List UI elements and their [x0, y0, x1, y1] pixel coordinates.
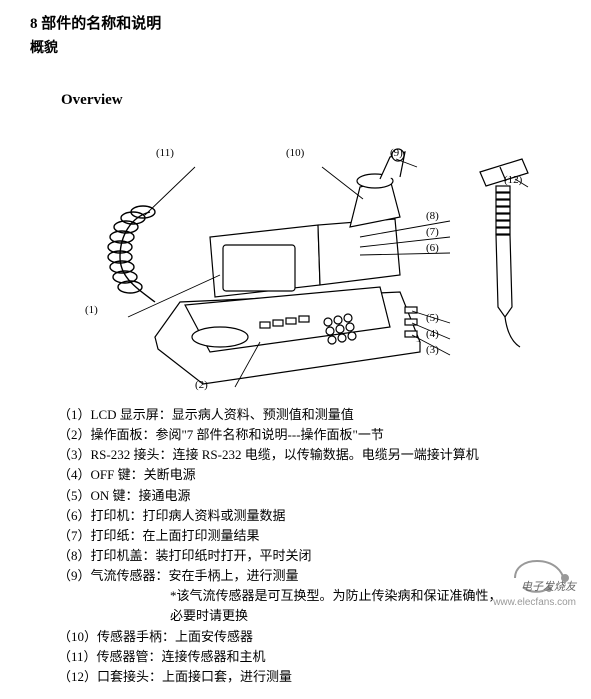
- diagram-svg: (1) (2) (3) (4) (5) (6) (7) (8) (9) (10) (11) (12): [60, 87, 560, 407]
- list-item: （3）RS-232 接头：连接 RS-232 电缆，以传输数据。电缆另一端接计算…: [58, 445, 561, 465]
- list-note: *该气流传感器是可互换型。为防止传染病和保证准确性，: [58, 586, 561, 606]
- callout-label-9: (9): [390, 147, 403, 159]
- callout-label-2: (2): [195, 379, 208, 391]
- callout-label-10: (10): [286, 147, 305, 159]
- callout-label-11: (11): [156, 147, 174, 159]
- watermark-brand: 电子发烧友: [521, 578, 576, 594]
- callout-label-12: (12): [504, 174, 523, 186]
- callout-label-4: (4): [426, 328, 439, 340]
- list-item: （7）打印纸：在上面打印测量结果: [58, 526, 561, 546]
- callout-label-6: (6): [426, 242, 439, 254]
- callout-label-7: (7): [426, 226, 439, 238]
- section-title: 8 部件的名称和说明: [30, 12, 561, 33]
- list-item: （1）LCD 显示屏：显示病人资料、预测值和测量值: [58, 405, 561, 425]
- callout-label-5: (5): [426, 312, 439, 324]
- callout-label-8: (8): [426, 210, 439, 222]
- device-diagram: (1) (2) (3) (4) (5) (6) (7) (8) (9) (10) (11) (12): [30, 77, 561, 397]
- callout-label-3: (3): [426, 344, 439, 356]
- list-item: （11）传感器管：连接传感器和主机: [58, 647, 561, 667]
- callout-label-1: (1): [85, 304, 98, 316]
- list-item: （4）OFF 键：关断电源: [58, 465, 561, 485]
- list-item: （12）口套接头：上面接口套，进行测量: [58, 667, 561, 687]
- list-item: （5）ON 键：接通电源: [58, 486, 561, 506]
- list-item: （8）打印机盖：装打印纸时打开，平时关闭: [58, 546, 561, 566]
- section-title-text: 部件的名称和说明: [41, 16, 161, 32]
- subtitle: 概貌: [30, 37, 561, 57]
- list-note: 必要时请更换: [58, 606, 561, 626]
- parts-list: （1）LCD 显示屏：显示病人资料、预测值和测量值（2）操作面板：参阅"7 部件…: [30, 405, 561, 687]
- section-number: 8: [30, 16, 38, 32]
- list-item: （10）传感器手柄：上面安传感器: [58, 627, 561, 647]
- list-item: （6）打印机：打印病人资料或测量数据: [58, 506, 561, 526]
- list-item: （2）操作面板：参阅"7 部件名称和说明---操作面板"一节: [58, 425, 561, 445]
- watermark-url: www.elecfans.com: [493, 597, 576, 608]
- list-item: （9）气流传感器：安在手柄上，进行测量: [58, 566, 561, 586]
